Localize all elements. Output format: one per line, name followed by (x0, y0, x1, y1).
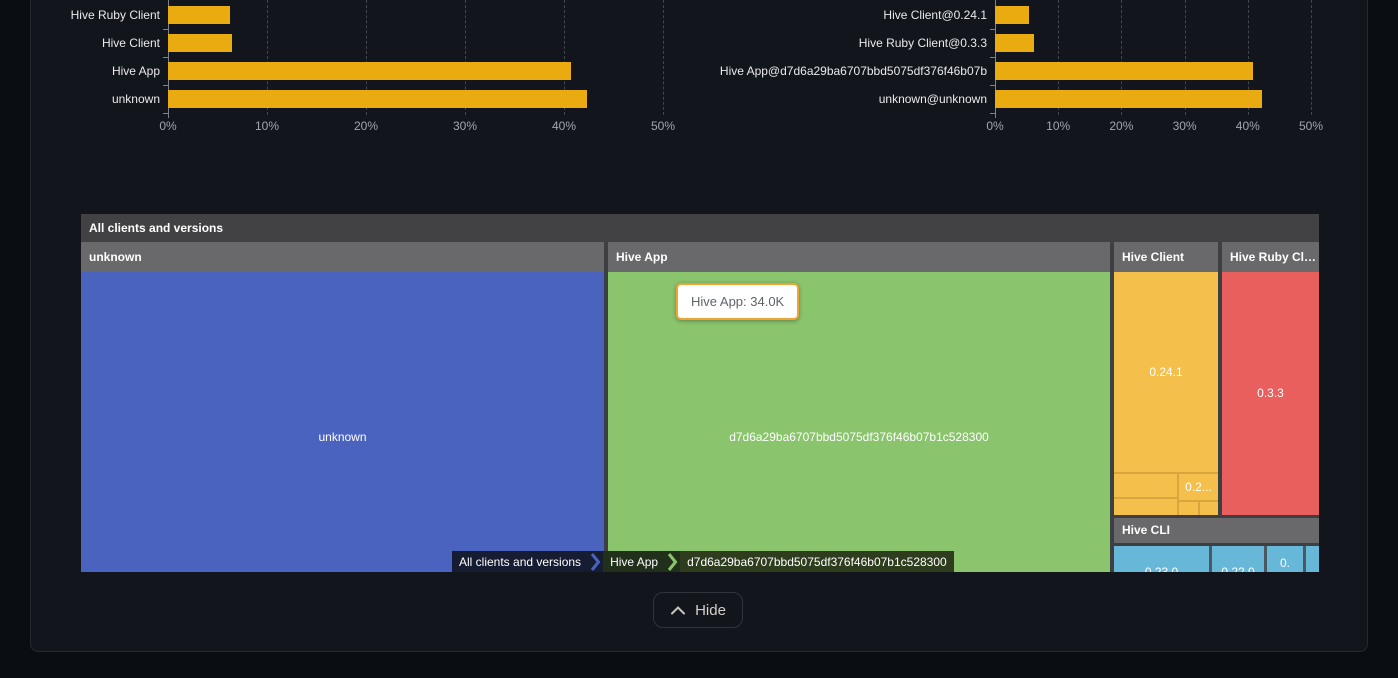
treemap-header-unknown[interactable]: unknown (81, 242, 604, 272)
cell-label: unknown (318, 430, 367, 444)
clients-bar-chart: Hive Ruby Client Hive Client Hive App un… (60, 0, 675, 140)
treemap-header-hive-cli[interactable]: Hive CLI (1114, 518, 1319, 543)
treemap-cell-hive-client-minor[interactable] (1114, 499, 1177, 515)
treemap-tooltip: Hive App: 34.0K (676, 283, 800, 320)
y-axis-line (168, 0, 169, 118)
category-label: Hive App@d7d6a29ba6707bbd5075df376f46b07… (719, 64, 987, 78)
treemap-cell-0-2[interactable]: 0.2... (1179, 474, 1218, 500)
axis-tick (163, 85, 168, 86)
breadcrumb-item-hash[interactable]: d7d6a29ba6707bbd5075df376f46b07b1c528300 (680, 551, 954, 572)
bar-hive-app-hash[interactable] (995, 62, 1253, 80)
axis-tick (990, 29, 995, 30)
axis-tick (163, 29, 168, 30)
x-tick-label: 50% (650, 119, 676, 133)
x-tick-label: 30% (452, 119, 478, 133)
x-tick-label: 20% (353, 119, 379, 133)
x-tick-label: 10% (254, 119, 280, 133)
x-tick-label: 0% (159, 119, 177, 133)
client-versions-bar-chart: Hive Client@0.24.1 Hive Ruby Client@0.3.… (710, 0, 1323, 140)
chevron-right-icon (665, 551, 681, 572)
axis-tick (163, 57, 168, 58)
treemap-cell-hive-cli-minor[interactable] (1306, 546, 1319, 572)
versions-plot-area: 0% 10% 20% 30% 40% 50% (986, 0, 1323, 140)
treemap-cell-hive-client-minor[interactable] (1200, 502, 1218, 515)
cell-label: 0.2... (1185, 480, 1212, 494)
category-label: Hive Ruby Client@0.3.3 (858, 36, 987, 50)
category-label: unknown@unknown (878, 92, 987, 106)
breadcrumb: All clients and versions Hive App d7d6a2… (452, 551, 954, 572)
treemap-cell-unknown[interactable]: unknown (81, 272, 604, 572)
treemap-header-hive-app[interactable]: Hive App (608, 242, 1110, 272)
treemap-group-hive-cli: 0.23.0 0.22.0 0. (1114, 546, 1319, 572)
treemap-cell-0-22-0[interactable]: 0.22.0 (1212, 546, 1264, 572)
axis-tick (163, 113, 168, 114)
y-axis-line (995, 0, 996, 118)
treemap-cell-0-3-3[interactable]: 0.3.3 (1222, 272, 1319, 515)
clients-plot-area: 0% 10% 20% 30% 40% 50% (159, 0, 675, 140)
hide-button-label: Hide (695, 601, 726, 619)
hide-button[interactable]: Hide (653, 592, 743, 628)
clients-category-labels: Hive Ruby Client Hive Client Hive App un… (60, 0, 168, 140)
treemap-cell-hive-app-hash[interactable]: d7d6a29ba6707bbd5075df376f46b07b1c528300 (608, 272, 1110, 572)
axis-tick (990, 57, 995, 58)
axis-tick (990, 113, 995, 114)
treemap-cell-hive-client-minor[interactable] (1114, 474, 1177, 497)
axis-tick (990, 85, 995, 86)
gridline (663, 0, 664, 115)
category-label: Hive Client (101, 36, 160, 50)
treemap-header-hive-ruby-client[interactable]: Hive Ruby Client (1222, 242, 1319, 272)
x-tick-label: 10% (1046, 119, 1071, 133)
x-tick-label: 40% (551, 119, 577, 133)
treemap-cell-hive-cli-minor[interactable]: 0. (1267, 546, 1303, 572)
cell-label: d7d6a29ba6707bbd5075df376f46b07b1c528300 (729, 430, 989, 444)
treemap-all-clients: All clients and versions unknown Hive Ap… (81, 214, 1319, 572)
category-label: Hive Client@0.24.1 (883, 8, 987, 22)
gridline (1311, 0, 1312, 115)
bar-hive-client-0241[interactable] (995, 6, 1030, 24)
treemap-header-hive-client[interactable]: Hive Client (1114, 242, 1218, 272)
treemap-title[interactable]: All clients and versions (81, 214, 1319, 242)
bar-hive-ruby-client[interactable] (168, 6, 231, 24)
bar-hive-ruby-033[interactable] (995, 34, 1035, 52)
category-label: Hive App (111, 64, 160, 78)
x-tick-label: 50% (1298, 119, 1324, 133)
gridline (1247, 0, 1249, 115)
treemap-group-hive-client: 0.24.1 0.2... (1114, 272, 1218, 515)
breadcrumb-item-hive-app[interactable]: Hive App (603, 551, 666, 572)
breadcrumb-item-root[interactable]: All clients and versions (452, 551, 589, 572)
bar-hive-app[interactable] (168, 62, 571, 80)
chevron-right-icon (588, 551, 604, 572)
bar-unknown[interactable] (168, 90, 587, 108)
cell-label: 0.24.1 (1149, 365, 1183, 379)
cell-label: 0. (1279, 556, 1290, 570)
tooltip-text: Hive App: 34.0K (691, 294, 785, 309)
bar-hive-client[interactable] (168, 34, 233, 52)
gridline (366, 0, 367, 115)
x-tick-label: 40% (1235, 119, 1260, 133)
chevron-up-icon (670, 605, 686, 615)
cell-label: 0.3.3 (1257, 386, 1284, 400)
cell-label: 0.23.0 (1144, 565, 1179, 572)
cell-label: 0.22.0 (1221, 565, 1255, 572)
treemap-cell-0-24-1[interactable]: 0.24.1 (1114, 272, 1218, 472)
gridline (465, 0, 466, 115)
x-tick-label: 30% (1172, 119, 1197, 133)
category-label: Hive Ruby Client (70, 8, 160, 22)
x-tick-label: 20% (1109, 119, 1134, 133)
bar-unknown-unknown[interactable] (995, 90, 1262, 108)
versions-category-labels: Hive Client@0.24.1 Hive Ruby Client@0.3.… (710, 0, 995, 140)
treemap-cell-0-23-0[interactable]: 0.23.0 (1114, 546, 1209, 572)
x-tick-label: 0% (986, 119, 1004, 133)
category-label: unknown (111, 92, 160, 106)
gridline (1121, 0, 1123, 115)
gridline (267, 0, 268, 115)
gridline (1058, 0, 1060, 115)
gridline (564, 0, 565, 115)
treemap-cell-hive-client-minor[interactable] (1179, 502, 1198, 515)
gridline (1184, 0, 1186, 115)
